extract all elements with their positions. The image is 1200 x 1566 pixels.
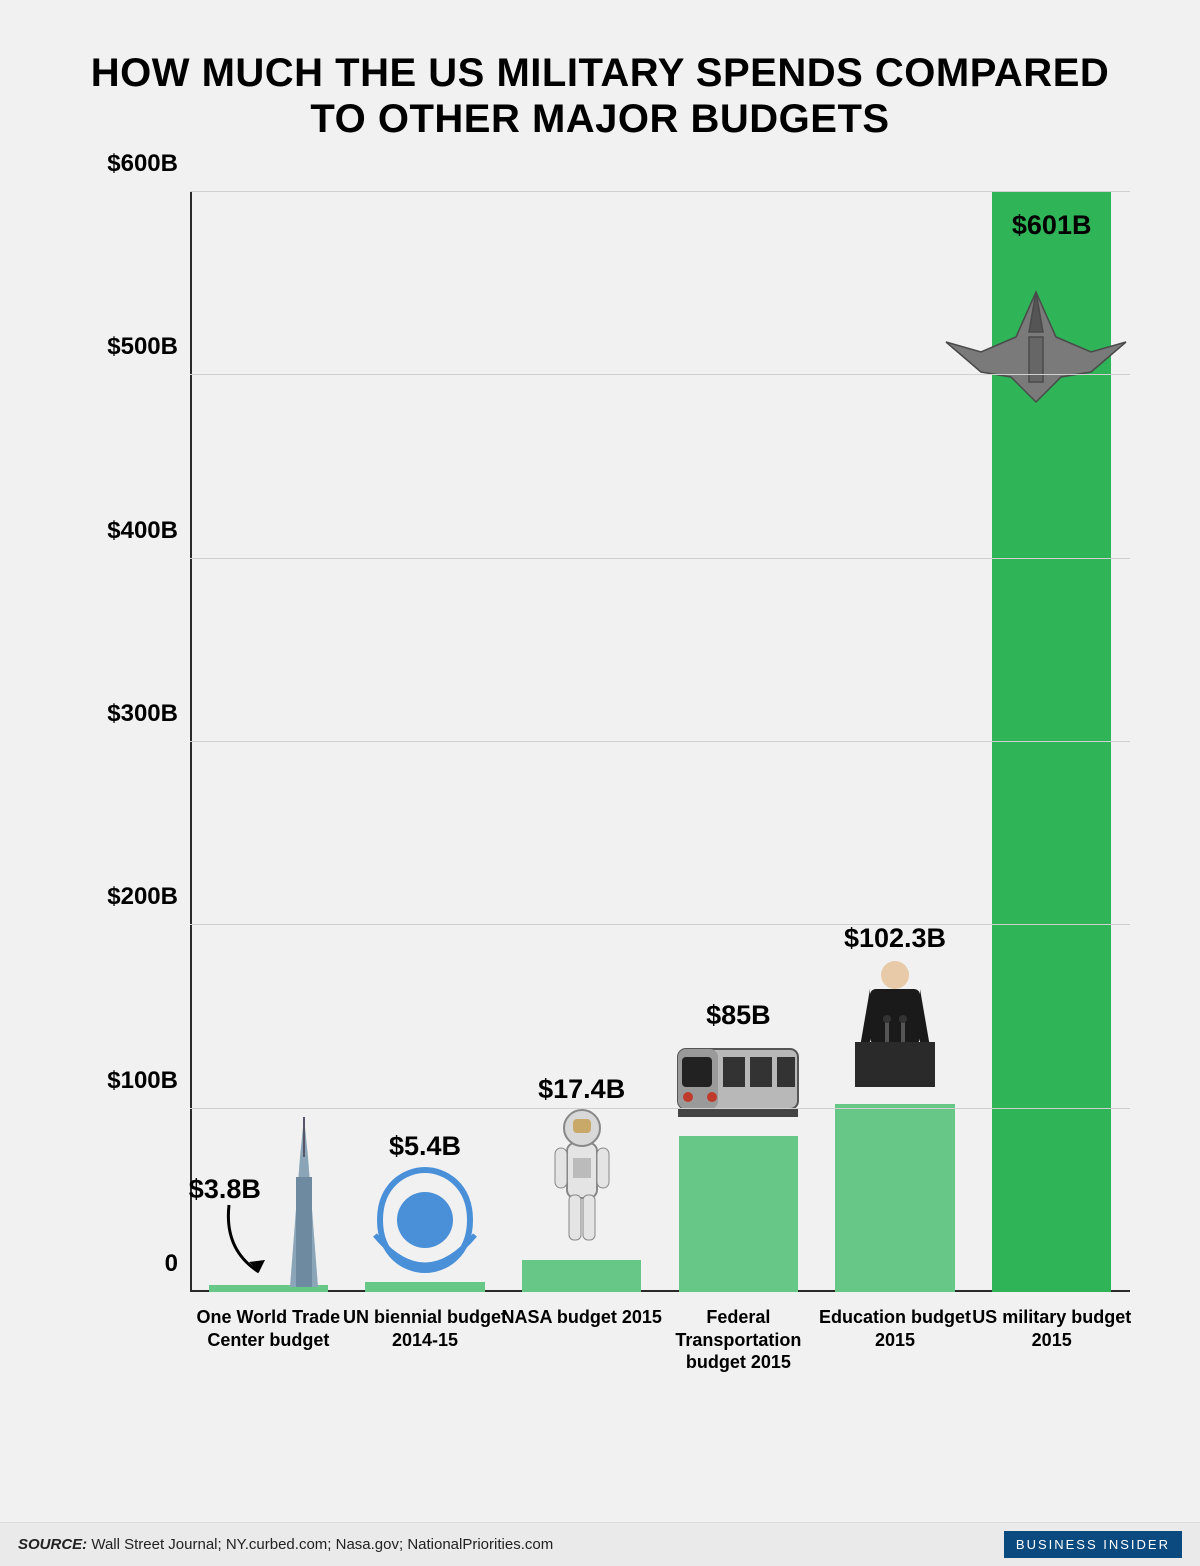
bar: $601B — [992, 192, 1111, 1292]
bar: $102.3B — [835, 1104, 954, 1292]
bar-slot: $3.8BOne World Trade Center budget — [190, 192, 347, 1292]
bar-value-label: $3.8B — [189, 1174, 261, 1205]
y-tick-label: $200B — [107, 883, 190, 911]
jet-icon — [941, 282, 1131, 412]
chart-title: HOW MUCH THE US MILITARY SPENDS COMPARED… — [0, 0, 1200, 172]
source-text: SOURCE: Wall Street Journal; NY.curbed.c… — [18, 1536, 553, 1553]
y-tick-label: $400B — [107, 517, 190, 545]
bar-value-label: $17.4B — [538, 1074, 625, 1105]
plot-region: $3.8BOne World Trade Center budget$5.4BU… — [190, 192, 1130, 1292]
un-icon — [360, 1165, 490, 1280]
source-label: SOURCE: — [18, 1536, 87, 1553]
bar-x-label: US military budget 2015 — [958, 1292, 1146, 1351]
y-tick-label: $100B — [107, 1067, 190, 1095]
gridline — [190, 1108, 1130, 1109]
bar-value-label: $601B — [1012, 210, 1092, 241]
callout-arrow — [219, 1200, 279, 1285]
tower-icon — [274, 1117, 334, 1292]
source-body: Wall Street Journal; NY.curbed.com; Nasa… — [91, 1536, 553, 1553]
train-icon — [668, 1029, 808, 1134]
speaker-icon — [835, 947, 955, 1102]
bars-container: $3.8BOne World Trade Center budget$5.4BU… — [190, 192, 1130, 1292]
bar-slot: $17.4BNASA budget 2015 — [503, 192, 660, 1292]
bar-slot: $601BUS military budget 2015 — [973, 192, 1130, 1292]
y-tick-label: $300B — [107, 700, 190, 728]
gridline — [190, 191, 1130, 192]
chart-area: $3.8BOne World Trade Center budget$5.4BU… — [60, 172, 1140, 1402]
gridline — [190, 741, 1130, 742]
gridline — [190, 374, 1130, 375]
bar-value-label: $5.4B — [389, 1131, 461, 1162]
bar-slot: $85BFederal Transportation budget 2015 — [660, 192, 817, 1292]
y-tick-label: $600B — [107, 150, 190, 178]
gridline — [190, 924, 1130, 925]
y-tick-label: 0 — [165, 1250, 190, 1278]
bar-value-label: $85B — [706, 1000, 771, 1031]
gridline — [190, 558, 1130, 559]
source-bar: SOURCE: Wall Street Journal; NY.curbed.c… — [0, 1522, 1200, 1566]
bar-slot: $5.4BUN biennial budget 2014-15 — [347, 192, 504, 1292]
bar: $85B — [679, 1136, 798, 1292]
astronaut-icon — [537, 1103, 627, 1258]
y-tick-label: $500B — [107, 333, 190, 361]
bar: $5.4B — [365, 1282, 484, 1292]
bar: $17.4B — [522, 1260, 641, 1292]
bar: $3.8B — [209, 1285, 328, 1292]
brand-badge: BUSINESS INSIDER — [1004, 1531, 1182, 1558]
